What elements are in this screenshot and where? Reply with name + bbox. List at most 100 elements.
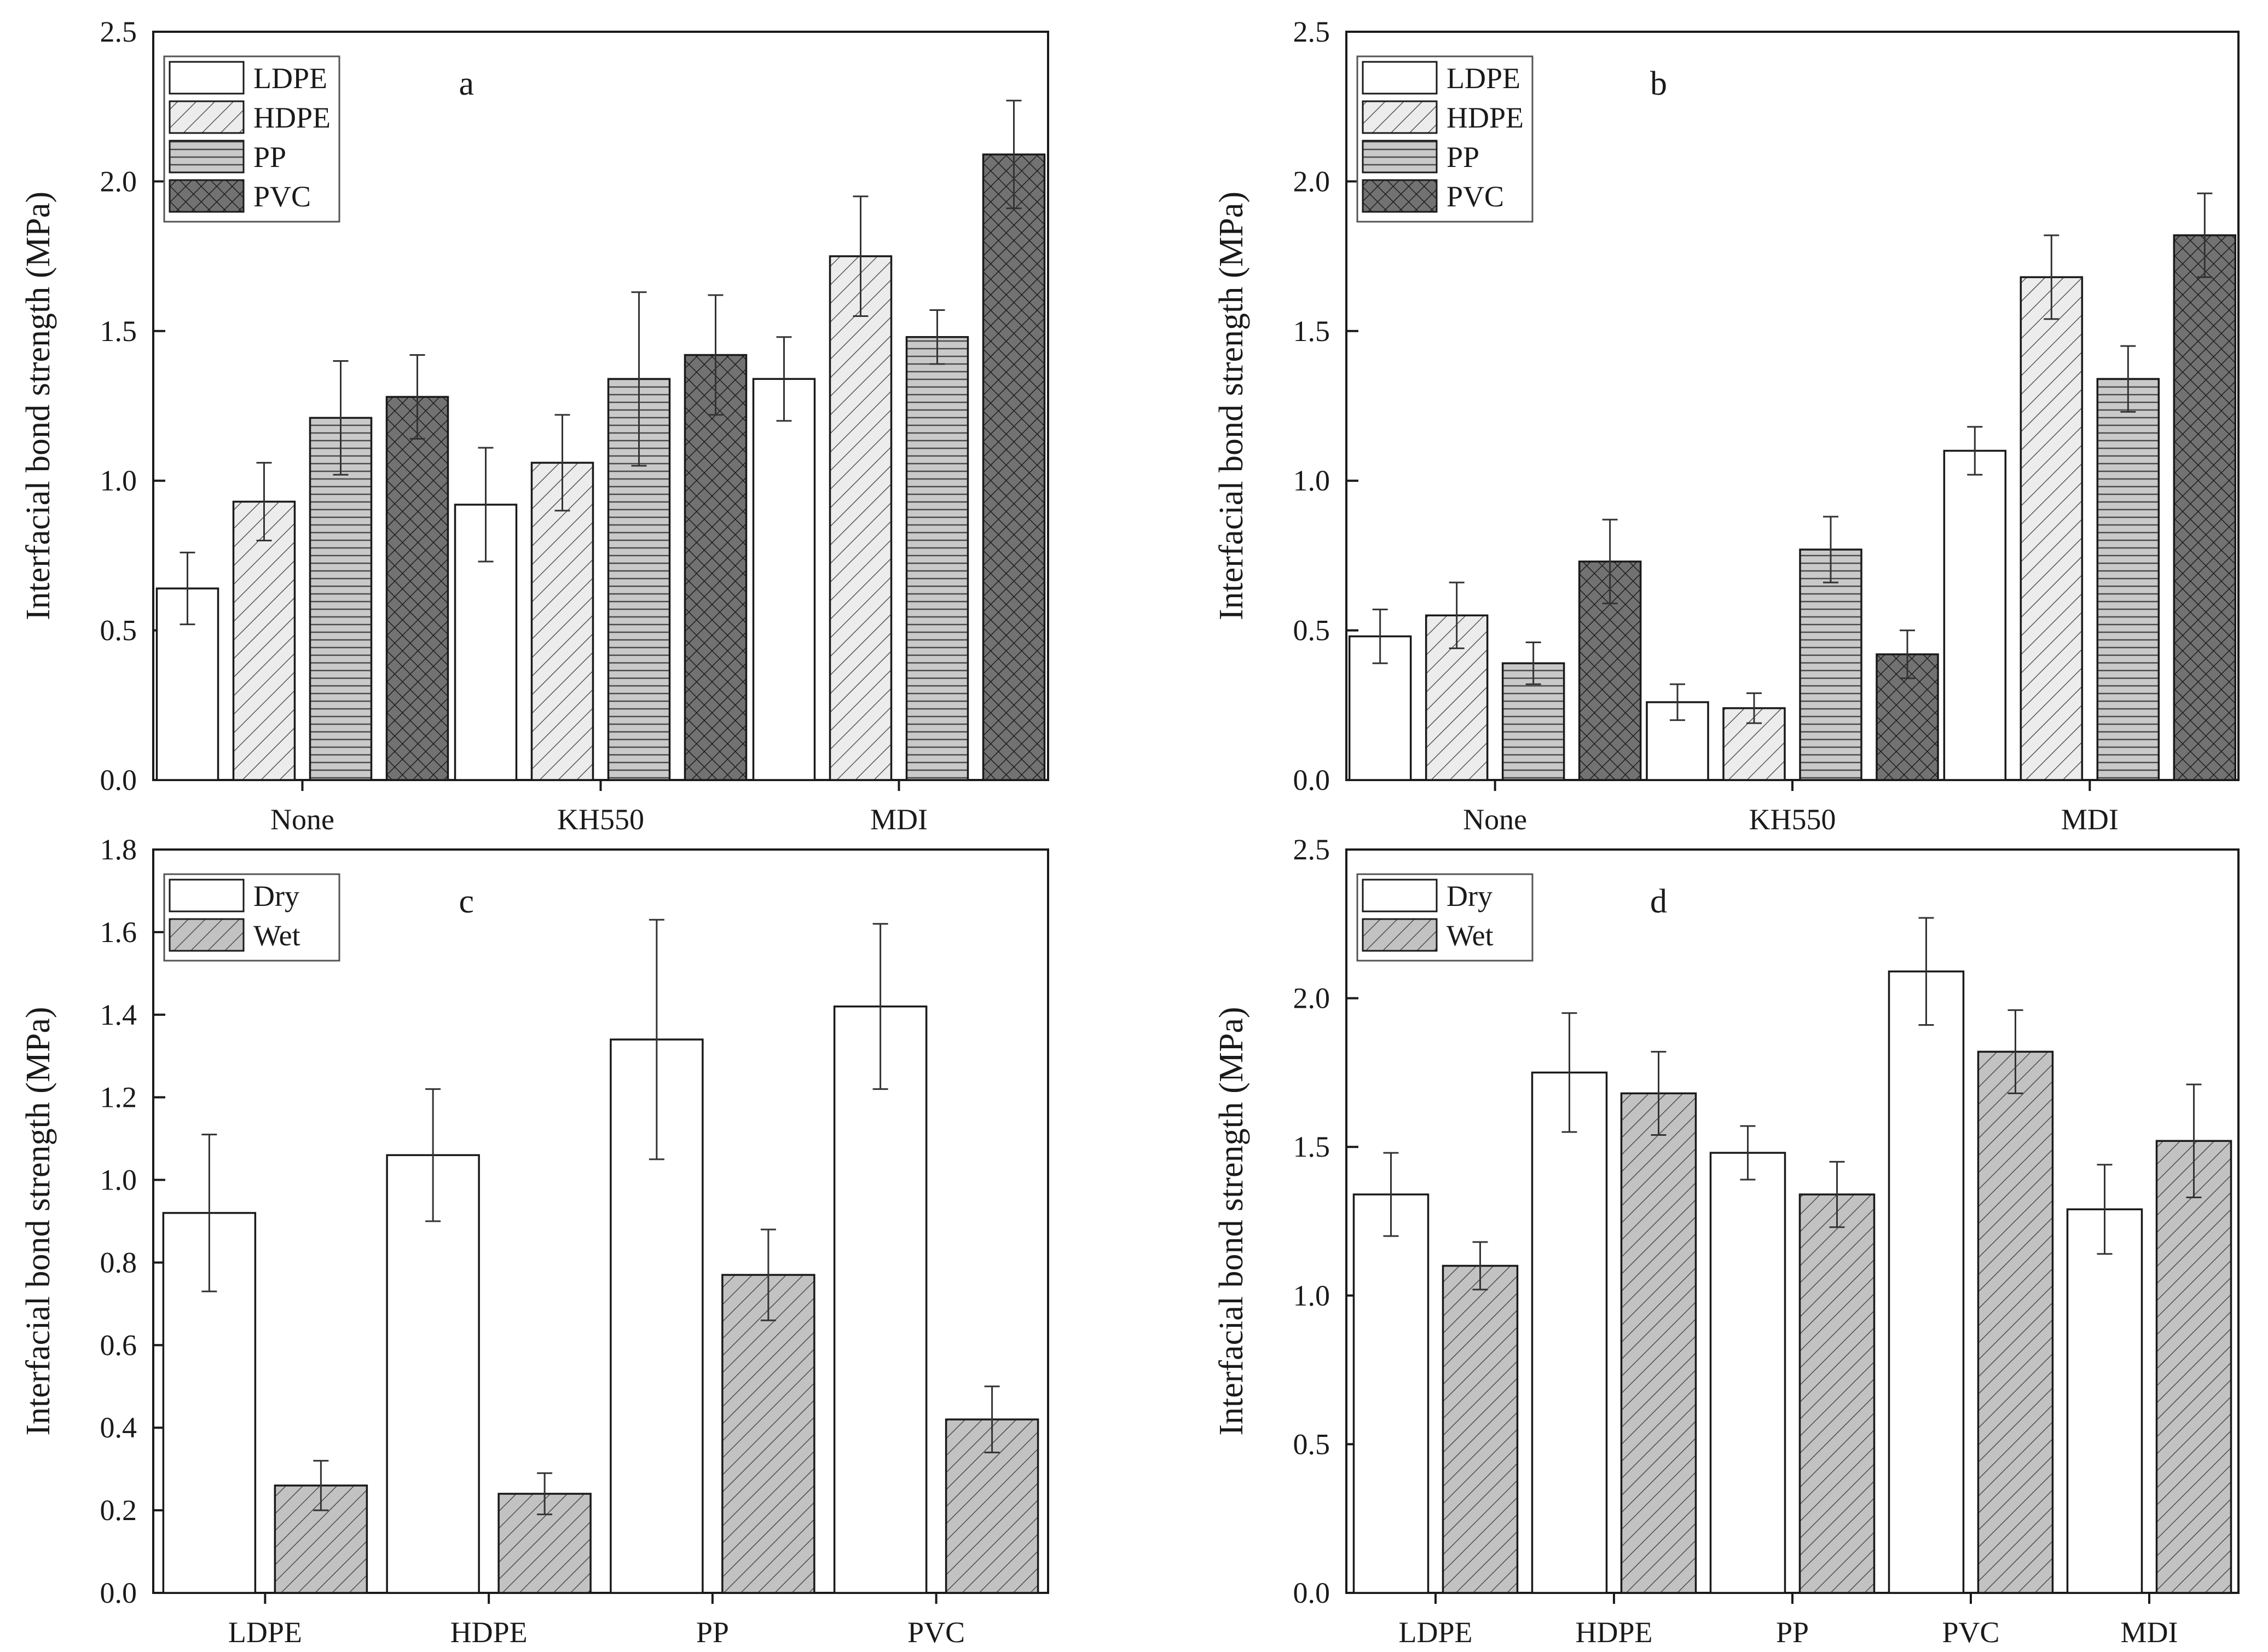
bar-pp-mdi bbox=[2096, 378, 2160, 781]
x-tick-label: LDPE bbox=[228, 1616, 302, 1649]
legend-label: PVC bbox=[253, 180, 311, 213]
y-axis-label: Interfacial bond strength (MPa) bbox=[20, 192, 57, 620]
legend-label: Dry bbox=[253, 880, 299, 912]
legend-swatch-dry bbox=[169, 879, 245, 912]
x-tick-label: MDI bbox=[2061, 803, 2119, 836]
y-tick-label: 0.0 bbox=[100, 764, 137, 796]
legend-label: Dry bbox=[1447, 880, 1492, 912]
panel-label: c bbox=[459, 883, 474, 920]
bar-hdpe-kh550 bbox=[530, 461, 594, 781]
legend-swatch-pvc bbox=[1362, 179, 1438, 213]
legend-swatch-pp bbox=[1362, 140, 1438, 174]
y-tick-label: 2.5 bbox=[1293, 833, 1330, 866]
bar-wet-pp bbox=[721, 1274, 815, 1594]
legend-label: PVC bbox=[1447, 180, 1504, 213]
y-tick-label: 1.5 bbox=[1293, 1130, 1330, 1163]
x-tick-label: PVC bbox=[907, 1616, 965, 1649]
y-tick-label: 1.0 bbox=[100, 464, 137, 497]
panel-label: d bbox=[1650, 883, 1667, 920]
plot-frame bbox=[152, 848, 1049, 1594]
legend-label: Wet bbox=[1447, 919, 1494, 952]
y-tick-label: 1.0 bbox=[1293, 464, 1330, 497]
bar-pvc-mdi bbox=[2173, 234, 2237, 781]
legend-label: PP bbox=[253, 141, 286, 174]
y-tick-label: 2.5 bbox=[1293, 15, 1330, 48]
bar-pvc-kh550 bbox=[684, 354, 748, 781]
y-tick-label: 1.0 bbox=[100, 1164, 137, 1197]
bar-hdpe-none bbox=[232, 500, 296, 781]
y-tick-label: 1.0 bbox=[1293, 1279, 1330, 1312]
x-tick-label: PP bbox=[696, 1616, 729, 1649]
legend-label: PP bbox=[1447, 141, 1479, 174]
panel-label: a bbox=[459, 65, 474, 102]
legend-label: LDPE bbox=[253, 62, 327, 95]
y-tick-label: 1.4 bbox=[100, 998, 137, 1031]
bar-ldpe-kh550 bbox=[1646, 701, 1709, 781]
y-tick-label: 1.8 bbox=[100, 833, 137, 866]
legend-label: LDPE bbox=[1447, 62, 1520, 95]
legend-swatch-hdpe bbox=[1362, 100, 1438, 134]
y-tick-label: 0.4 bbox=[100, 1411, 137, 1444]
legend-label: Wet bbox=[253, 919, 300, 952]
y-tick-label: 2.0 bbox=[100, 165, 137, 198]
x-tick-label: KH550 bbox=[557, 803, 644, 836]
x-tick-label: MDI bbox=[870, 803, 928, 836]
bar-wet-mdi bbox=[2155, 1140, 2232, 1594]
y-tick-label: 0.5 bbox=[100, 614, 137, 647]
bar-wet-hdpe bbox=[497, 1493, 592, 1594]
legend-swatch-pp bbox=[169, 140, 245, 174]
legend-swatch-wet bbox=[169, 918, 245, 952]
bar-wet-ldpe bbox=[1442, 1264, 1519, 1594]
x-tick-label: None bbox=[1463, 803, 1527, 836]
bar-pp-kh550 bbox=[1799, 548, 1862, 781]
bar-hdpe-mdi bbox=[2020, 276, 2084, 781]
legend-swatch-hdpe bbox=[169, 100, 245, 134]
panel-a: 0.0 0.5 1.0 1.5 2.0 2.5 Interfacial bond stren… bbox=[20, 15, 1049, 836]
legend-swatch-ldpe bbox=[1362, 61, 1438, 95]
y-tick-label: 1.6 bbox=[100, 916, 137, 949]
x-tick-label: HDPE bbox=[1575, 1616, 1652, 1649]
y-tick-label: 0.0 bbox=[1293, 1576, 1330, 1609]
x-tick-label: LDPE bbox=[1399, 1616, 1473, 1649]
x-tick-label: None bbox=[270, 803, 334, 836]
y-tick-label: 1.5 bbox=[1293, 315, 1330, 348]
bar-dry-pvc bbox=[833, 1005, 928, 1594]
legend-label: HDPE bbox=[253, 101, 331, 134]
y-tick-label: 2.0 bbox=[1293, 982, 1330, 1015]
y-tick-label: 0.8 bbox=[100, 1246, 137, 1279]
y-tick-label: 2.5 bbox=[100, 15, 137, 48]
y-tick-label: 0.0 bbox=[1293, 764, 1330, 796]
x-tick-label: MDI bbox=[2121, 1616, 2178, 1649]
bar-wet-pp bbox=[1798, 1193, 1876, 1594]
bar-dry-mdi bbox=[2066, 1208, 2143, 1594]
bar-pp-mdi bbox=[905, 336, 969, 781]
bar-dry-ldpe bbox=[1352, 1193, 1430, 1594]
bar-ldpe-mdi bbox=[752, 378, 816, 781]
bar-dry-hdpe bbox=[1531, 1071, 1608, 1594]
legend-swatch-pvc bbox=[169, 179, 245, 213]
bar-dry-hdpe bbox=[386, 1154, 480, 1594]
y-tick-label: 2.0 bbox=[1293, 165, 1330, 198]
y-tick-label: 0.5 bbox=[1293, 1428, 1330, 1460]
panel-b: 0.0 0.5 1.0 1.5 2.0 2.5 Interfacial bond stren… bbox=[1213, 15, 2240, 836]
bar-dry-pvc bbox=[1888, 970, 1965, 1594]
x-tick-label: HDPE bbox=[450, 1616, 528, 1649]
bar-wet-pvc bbox=[1977, 1050, 2054, 1594]
y-axis-label: Interfacial bond strength (MPa) bbox=[1213, 192, 1250, 620]
x-tick-label: PP bbox=[1776, 1616, 1809, 1649]
y-tick-label: 0.5 bbox=[1293, 614, 1330, 647]
y-tick-label: 1.5 bbox=[100, 315, 137, 348]
bar-ldpe-mdi bbox=[1943, 449, 2007, 781]
y-tick-label: 0.2 bbox=[100, 1494, 137, 1527]
y-tick-label: 1.2 bbox=[100, 1081, 137, 1114]
legend-swatch-dry bbox=[1362, 879, 1438, 912]
bar-hdpe-mdi bbox=[829, 255, 893, 781]
bar-pvc-mdi bbox=[982, 153, 1046, 781]
y-axis-label: Interfacial bond strength (MPa) bbox=[20, 1007, 57, 1435]
y-tick-label: 0.0 bbox=[100, 1576, 137, 1609]
panel-label: b bbox=[1650, 65, 1667, 102]
bar-dry-pp bbox=[1709, 1152, 1786, 1594]
legend-swatch-wet bbox=[1362, 918, 1438, 952]
legend-label: HDPE bbox=[1447, 101, 1524, 134]
